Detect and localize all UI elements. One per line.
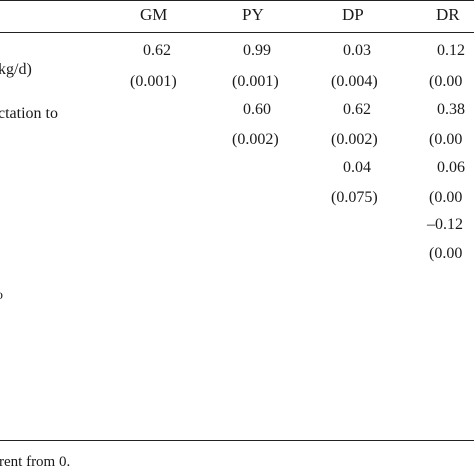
cell-dr-r4: (0.00 <box>429 131 463 148</box>
table-top-rule <box>0 0 474 1</box>
cell-dp-r2: (0.004) <box>331 73 378 90</box>
cell-dr-r2: (0.00 <box>429 73 463 90</box>
header-dr: DR <box>436 5 460 24</box>
table-bottom-rule <box>0 440 474 441</box>
header-gm: GM <box>140 5 168 24</box>
cell-py-r1: 0.99 <box>243 42 271 59</box>
cell-dp-r5: 0.04 <box>343 159 371 176</box>
row-label-fragment: o <box>0 289 3 303</box>
row-label-1: kg/d) <box>0 61 32 78</box>
cell-dr-r1: 0.12 <box>437 42 465 59</box>
cell-dr-r8: (0.00 <box>429 245 463 262</box>
cell-dr-r3: 0.38 <box>437 101 465 118</box>
cell-py-r4: (0.002) <box>232 131 279 148</box>
cell-dr-r6: (0.00 <box>429 189 463 206</box>
header-py: PY <box>242 5 264 24</box>
cell-py-r3: 0.60 <box>243 101 271 118</box>
cell-dp-r1: 0.03 <box>343 42 371 59</box>
cell-dp-r4: (0.002) <box>331 131 378 148</box>
header-dp: DP <box>342 5 364 24</box>
cell-dr-r7: –0.12 <box>427 216 463 233</box>
row-label-2: ctation to <box>0 105 58 122</box>
cell-gm-r1: 0.62 <box>143 42 171 59</box>
cell-dp-r6: (0.075) <box>331 189 378 206</box>
cell-dp-r3: 0.62 <box>343 101 371 118</box>
cell-dr-r5: 0.06 <box>437 159 465 176</box>
header-rule <box>0 32 474 33</box>
cell-py-r2: (0.001) <box>232 73 279 90</box>
table-footnote: rent from 0. <box>0 454 71 470</box>
cell-gm-r2: (0.001) <box>130 73 177 90</box>
